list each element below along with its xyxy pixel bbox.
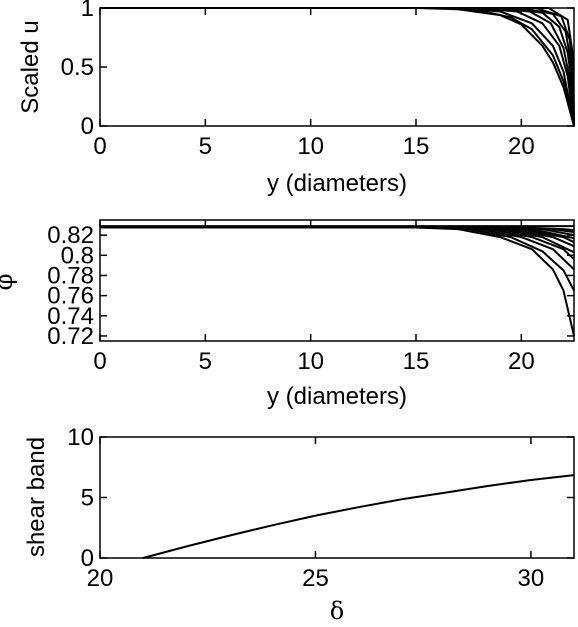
x-axis-label: y (diameters) bbox=[267, 170, 407, 197]
x-tick-label: 5 bbox=[199, 133, 212, 160]
series-group bbox=[142, 474, 575, 559]
tick-group: 0 5 10 15 20 0.720.740.760.780.80.82 bbox=[47, 220, 574, 375]
x-tick-label: 0 bbox=[93, 133, 106, 160]
y-axis-label: φ bbox=[0, 274, 18, 291]
x-axis-label: δ bbox=[330, 597, 344, 625]
y-tick-label: 0 bbox=[81, 545, 94, 572]
series-line-0 bbox=[100, 7, 575, 127]
x-tick-label: 15 bbox=[403, 133, 430, 160]
y-tick-label: 0 bbox=[81, 113, 94, 140]
series-line-3 bbox=[100, 226, 575, 261]
x-tick-label: 15 bbox=[403, 348, 430, 375]
panel-scaled-u: 0 5 10 15 20 0 0.5 1 y (diameters) Scaled u bbox=[17, 0, 575, 197]
x-tick-label: 5 bbox=[199, 348, 212, 375]
x-tick-label: 20 bbox=[508, 133, 535, 160]
y-tick-label: 0.74 bbox=[47, 303, 94, 330]
x-tick-label: 25 bbox=[302, 565, 329, 592]
y-tick-label: 0.78 bbox=[47, 262, 94, 289]
y-tick-label: 0.82 bbox=[47, 222, 94, 249]
series-line-7 bbox=[100, 7, 575, 127]
y-tick-label: 0.5 bbox=[61, 54, 94, 81]
x-tick-label: 10 bbox=[297, 348, 324, 375]
y-tick-label: 0.8 bbox=[61, 242, 94, 269]
panel-phi: 0 5 10 15 20 0.720.740.760.780.80.82 y (diame… bbox=[0, 219, 575, 410]
y-tick-label: 0.76 bbox=[47, 283, 94, 310]
y-tick-label: 0.72 bbox=[47, 323, 94, 350]
y-tick-label: 5 bbox=[81, 485, 94, 512]
plot-frame bbox=[99, 219, 575, 342]
series-group bbox=[100, 225, 575, 337]
panel-shear-band: 20 25 30 0 5 10 δ shear band bbox=[23, 424, 575, 625]
x-tick-label: 30 bbox=[518, 565, 545, 592]
series-line-8 bbox=[100, 7, 575, 127]
series-group bbox=[100, 7, 575, 127]
x-tick-label: 20 bbox=[508, 348, 535, 375]
x-tick-label: 20 bbox=[87, 565, 114, 592]
x-tick-label: 0 bbox=[93, 348, 106, 375]
series-line-2 bbox=[100, 226, 575, 271]
series-line-6 bbox=[100, 7, 575, 127]
series-line-1 bbox=[100, 226, 575, 292]
plot-frame bbox=[99, 7, 575, 127]
y-axis-label: shear band bbox=[23, 437, 50, 557]
x-axis-label: y (diameters) bbox=[267, 383, 407, 410]
plot-frame bbox=[99, 436, 575, 559]
series-line-0 bbox=[100, 226, 575, 337]
series-line-2 bbox=[100, 7, 575, 127]
y-tick-label: 1 bbox=[81, 0, 94, 22]
y-tick-label: 10 bbox=[67, 424, 94, 451]
x-tick-label: 10 bbox=[297, 133, 324, 160]
series-line-1 bbox=[100, 7, 575, 127]
series-line-3 bbox=[100, 7, 575, 127]
series-line-5 bbox=[100, 7, 575, 127]
series-line-0 bbox=[142, 474, 575, 559]
y-axis-label: Scaled u bbox=[17, 20, 44, 113]
tick-group: 0 5 10 15 20 0 0.5 1 bbox=[61, 0, 574, 160]
tick-group: 20 25 30 0 5 10 bbox=[67, 424, 574, 592]
series-line-4 bbox=[100, 7, 575, 127]
